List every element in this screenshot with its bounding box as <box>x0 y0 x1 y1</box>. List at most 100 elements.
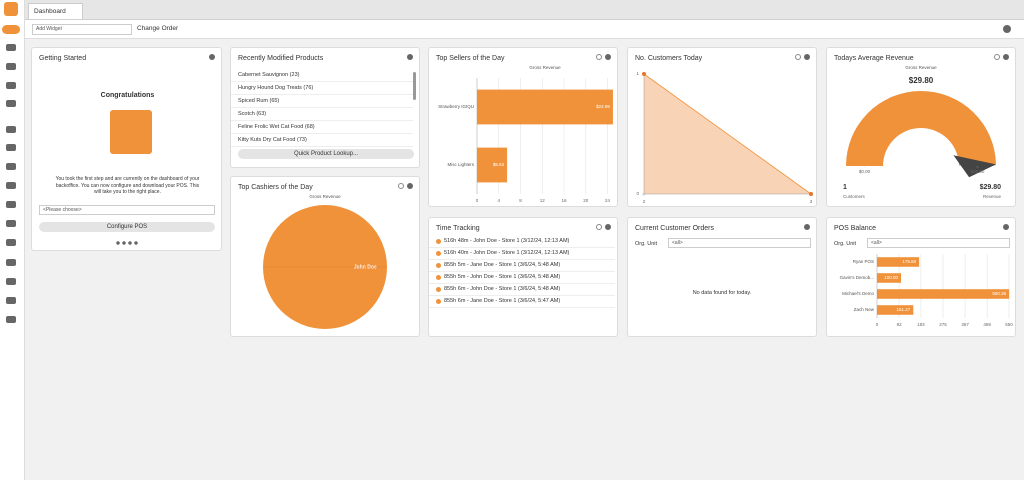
top-sellers-widget: Top Sellers of the Day Gross Revenue 0 4 8 1… <box>428 47 618 207</box>
point <box>642 72 646 76</box>
nav-icon[interactable] <box>6 316 16 323</box>
close-icon[interactable] <box>407 183 413 189</box>
configure-button[interactable]: Configure POS <box>39 222 215 232</box>
nav-icon[interactable] <box>6 220 16 227</box>
nav-icon[interactable] <box>6 259 16 266</box>
chart-subtitle: Gross Revenue <box>309 194 341 199</box>
nav-icon[interactable] <box>6 144 16 151</box>
close-icon[interactable] <box>209 54 215 60</box>
pos-select[interactable]: <Please choose> <box>39 205 215 215</box>
settings-icon[interactable] <box>795 54 801 60</box>
nav-icon[interactable] <box>6 63 16 70</box>
x-tick-label: 3 <box>810 199 813 204</box>
org-select[interactable]: <all> <box>668 238 811 248</box>
settings-icon[interactable] <box>398 183 404 189</box>
nav-active[interactable] <box>2 25 20 34</box>
pos-balance-widget: POS Balance Org. Unit <all> 0 92 183 275 367… <box>826 217 1016 337</box>
widget-title: POS Balance <box>834 225 877 232</box>
filter-label: Org. Unit <box>635 241 658 247</box>
x-tick-label: 183 <box>917 322 925 327</box>
widget-title: Getting Started <box>39 55 87 62</box>
status-dot <box>436 299 441 304</box>
nav-icon[interactable] <box>6 82 16 89</box>
customer-orders-widget: Current Customer Orders Org. Unit <all> … <box>627 217 817 337</box>
bar <box>477 89 613 125</box>
lookup-button[interactable]: Quick Product Lookup... <box>238 149 414 159</box>
close-icon[interactable] <box>605 54 611 60</box>
nav-icon[interactable] <box>6 163 16 170</box>
bar-label: $24.99 <box>596 104 610 109</box>
x-tick-label: 8 <box>519 198 522 203</box>
gauge-tick-label: $0.00 <box>859 169 871 174</box>
register-icon <box>110 110 152 154</box>
status-dot <box>436 263 441 268</box>
close-icon[interactable] <box>605 224 611 230</box>
status-dot <box>436 251 441 256</box>
x-tick-label: 0 <box>876 322 879 327</box>
close-icon[interactable] <box>804 54 810 60</box>
close-icon[interactable] <box>804 224 810 230</box>
bar-label: 175.60 <box>902 259 916 264</box>
x-tick-label: 4 <box>498 198 501 203</box>
org-select[interactable]: <all> <box>867 238 1010 248</box>
product-item: Feline Frolic Wet Cat Food (68) <box>231 121 413 134</box>
tab-bar: Dashboard <box>25 0 1024 20</box>
time-entry: 516h 40m - John Doe - Store 1 (3/12/24, … <box>429 248 615 260</box>
widget-title: Recently Modified Products <box>238 55 324 62</box>
gauge-chart: Gross Revenue $29.80 $0.00 $30.00 <box>846 65 996 178</box>
widget-title: Time Tracking <box>436 225 480 232</box>
time-entry: 516h 48m - John Doe - Store 1 (3/12/24, … <box>429 236 615 248</box>
x-tick-label: 367 <box>961 322 969 327</box>
y-tick-label: Strawberry IGIQU <box>438 104 474 109</box>
nav-icon[interactable] <box>6 100 16 107</box>
heading: Congratulations <box>100 92 155 99</box>
bar <box>877 257 920 267</box>
area-chart: 0 1 2 3 <box>636 71 813 204</box>
tab[interactable]: Dashboard <box>28 3 83 19</box>
time-entry: 855h 5m - John Doe - Store 1 (3/6/24, 5:… <box>429 272 615 284</box>
close-icon[interactable] <box>407 54 413 60</box>
nav-icon[interactable] <box>6 278 16 285</box>
x-tick-label: 2 <box>643 199 646 204</box>
x-tick-label: 12 <box>540 198 546 203</box>
recent-products-widget: Recently Modified Products Cabernet Sauv… <box>230 47 420 168</box>
nav-icon[interactable] <box>6 44 16 51</box>
intro-text: You took the first step and are currentl… <box>55 176 200 195</box>
change-order[interactable]: Change Order <box>137 25 179 32</box>
product-item: Spiced Rum (65) <box>231 95 413 108</box>
sidebar <box>0 0 25 480</box>
settings-icon[interactable] <box>596 224 602 230</box>
x-tick-label: 92 <box>897 322 903 327</box>
add-widget-select[interactable]: Add Widget <box>32 24 132 35</box>
nav-icon[interactable] <box>6 297 16 304</box>
nav-icon[interactable] <box>6 126 16 133</box>
gauge-value: $29.80 <box>909 76 934 85</box>
pager-dots <box>115 241 139 245</box>
customers-count: 1 <box>843 184 847 191</box>
settings-icon[interactable] <box>994 54 1000 60</box>
y-tick-label: Misc Lighters <box>447 162 474 167</box>
customers-label: Customers <box>843 194 865 199</box>
logo[interactable] <box>4 2 18 16</box>
revenue-value: $29.80 <box>979 184 1001 191</box>
nav-icon[interactable] <box>6 182 16 189</box>
widget-title: Todays Average Revenue <box>834 55 914 62</box>
product-item: Scotch (63) <box>231 108 413 121</box>
nav-icon[interactable] <box>6 201 16 208</box>
x-tick-label: 0 <box>476 198 479 203</box>
close-icon[interactable] <box>1003 224 1009 230</box>
gauge-fill <box>846 91 996 166</box>
chart-subtitle: Gross Revenue <box>529 65 561 70</box>
nav-icon[interactable] <box>6 239 16 246</box>
bar-chart: Gross Revenue 0 4 8 12 16 20 24 Strawberry IGIQU… <box>438 65 613 203</box>
slice-label: John Doe <box>354 264 377 270</box>
x-tick-label: 275 <box>939 322 947 327</box>
help-icon[interactable] <box>1003 25 1011 33</box>
filter-label: Org. Unit <box>834 241 857 247</box>
bar-label: 100.00 <box>884 275 898 280</box>
x-tick-label: 24 <box>605 198 611 203</box>
close-icon[interactable] <box>1003 54 1009 60</box>
bar-label: 550.36 <box>992 291 1006 296</box>
product-item: Cabernet Sauvignon (23) <box>231 69 413 82</box>
settings-icon[interactable] <box>596 54 602 60</box>
